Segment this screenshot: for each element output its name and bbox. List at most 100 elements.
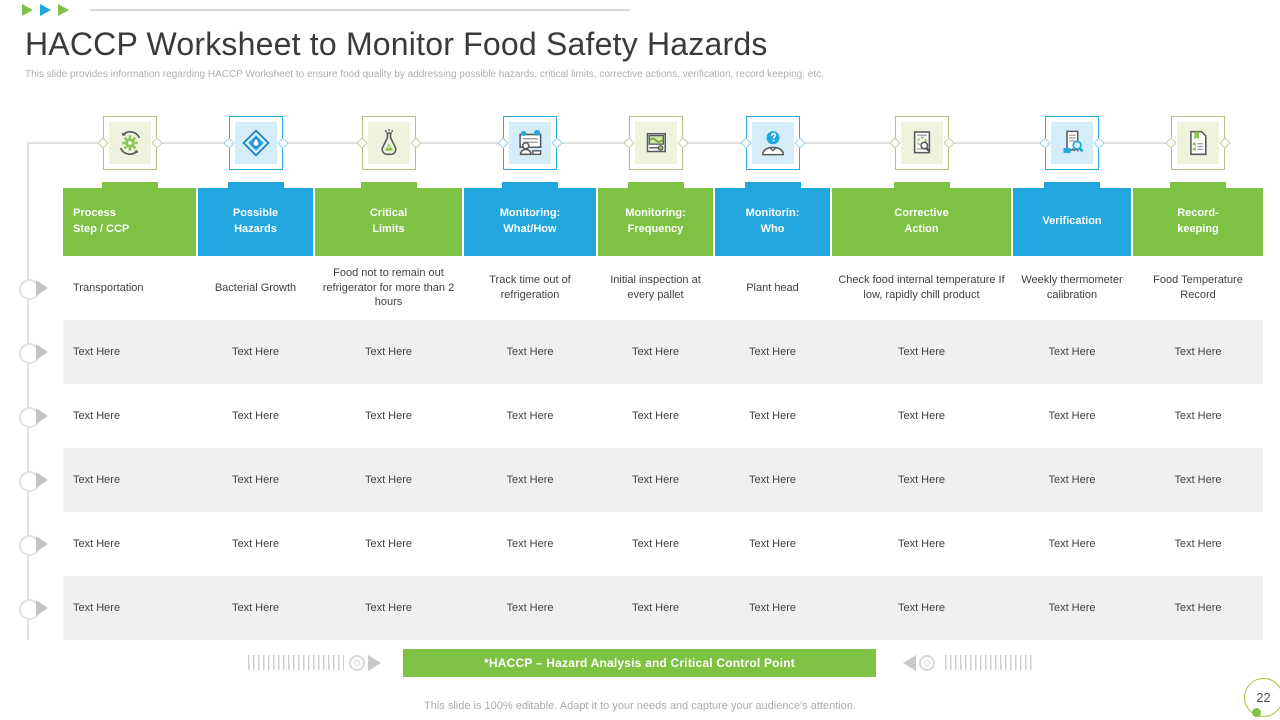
- table-cell: Text Here: [73, 409, 121, 422]
- table-cell: Text Here: [748, 601, 797, 614]
- page-subtitle: This slide provides information regardin…: [25, 69, 824, 80]
- tick-marks-left: [248, 655, 344, 670]
- diamond-node-icon: [676, 137, 689, 149]
- table-cell: Food Temperature Record: [1153, 274, 1243, 301]
- left-rail-line: [27, 143, 29, 640]
- diamond-node-icon: [409, 137, 422, 149]
- diamond-node-icon: [150, 137, 163, 149]
- table-cell: Initial inspection at every pallet: [610, 274, 701, 301]
- image-slider-icon: [639, 126, 673, 160]
- diamond-node-icon: [1093, 137, 1105, 149]
- diamond-node-icon: [355, 137, 368, 149]
- table-row: Text Here Text Here Text Here Text Here Text…: [63, 448, 1263, 512]
- column-header: Corrective Action: [832, 182, 1011, 256]
- table-row: Text Here Text Here Text Here Text Here Text…: [63, 512, 1263, 576]
- table-cell: Text Here: [231, 601, 280, 614]
- column-icon-slot: [1133, 116, 1263, 170]
- column-icon-slot: [832, 116, 1011, 170]
- column-icon-slot: [598, 116, 713, 170]
- diamond-node-icon: [1039, 137, 1051, 149]
- table-cell: Text Here: [631, 409, 680, 422]
- row-marker-triangle-icon: [36, 408, 48, 424]
- table-row: Text Here Text Here Text Here Text Here Text…: [63, 320, 1263, 384]
- table-cell: Text Here: [1048, 345, 1096, 358]
- column-header: Monitoring: What/How: [464, 182, 596, 256]
- table-cell: Text Here: [1174, 409, 1222, 422]
- bullet-triangle-icon: [22, 4, 33, 16]
- table-cell: Text Here: [364, 473, 413, 486]
- diamond-node-icon: [888, 137, 901, 149]
- haccp-banner: *HACCP – Hazard Analysis and Critical Co…: [403, 649, 876, 677]
- footer-note: This slide is 100% editable. Adapt it to…: [424, 700, 856, 712]
- diamond-node-icon: [96, 137, 109, 149]
- column-icon-box: [739, 116, 806, 170]
- table-cell: Text Here: [73, 345, 121, 358]
- header-row: Process Step / CCP Possible Hazards Critic…: [63, 182, 1263, 256]
- bullet-triangle-icon: [40, 4, 51, 16]
- monitor-person-icon: [513, 126, 547, 160]
- diamond-node-icon: [276, 137, 289, 149]
- column-header: Critical Limits: [315, 182, 462, 256]
- diamond-node-icon: [942, 137, 955, 149]
- table-cell: Text Here: [748, 409, 797, 422]
- table-cell: Text Here: [1174, 537, 1222, 550]
- table-cell: Text Here: [231, 409, 280, 422]
- table-cell: Text Here: [631, 537, 680, 550]
- table-cell: Text Here: [364, 409, 413, 422]
- table-cell: Text Here: [1048, 537, 1096, 550]
- table-cell: Text Here: [897, 473, 946, 486]
- row-marker-triangle-icon: [36, 280, 48, 296]
- table-cell: Text Here: [506, 473, 554, 486]
- table-cell: Transportation: [73, 281, 144, 294]
- column-icon-box: [622, 116, 689, 170]
- table-cell: Text Here: [506, 537, 554, 550]
- row-marker-triangle-icon: [36, 600, 48, 616]
- table-cell: Text Here: [748, 473, 797, 486]
- column-header: Verification: [1013, 182, 1131, 256]
- diamond-node-icon: [739, 137, 752, 149]
- table-cell: Text Here: [1048, 409, 1096, 422]
- document-magnifier-icon: [905, 126, 939, 160]
- column-icon-slot: [715, 116, 830, 170]
- table-cell: Text Here: [73, 601, 121, 614]
- table-cell: Text Here: [631, 473, 680, 486]
- table-cell: Text Here: [631, 345, 680, 358]
- page-number-badge: 22: [1244, 678, 1280, 717]
- table-row: Text Here Text Here Text Here Text Here Text…: [63, 384, 1263, 448]
- table-row: Text Here Text Here Text Here Text Here Text…: [63, 576, 1263, 640]
- row-marker-triangle-icon: [36, 344, 48, 360]
- table-cell: Text Here: [1174, 345, 1222, 358]
- table-cell: Text Here: [506, 601, 554, 614]
- back-triangle-icon: [903, 655, 916, 671]
- column-icon-box: [888, 116, 955, 170]
- bullet-triangle-icon: [58, 4, 69, 16]
- page-title: HACCP Worksheet to Monitor Food Safety H…: [25, 26, 768, 62]
- table-cell: Text Here: [897, 601, 946, 614]
- column-icon-box: [1165, 116, 1231, 170]
- table-cell: Plant head: [746, 281, 799, 294]
- table-cell: Text Here: [506, 345, 554, 358]
- column-header: Record- keeping: [1133, 182, 1263, 256]
- row-marker-triangle-icon: [36, 536, 48, 552]
- table-cell: Text Here: [364, 601, 413, 614]
- column-icon-slot: [464, 116, 596, 170]
- top-divider: [90, 9, 630, 11]
- table-cell: Bacterial Growth: [214, 281, 297, 294]
- forward-triangle-icon: [368, 655, 381, 671]
- tick-marks-right: [945, 655, 1035, 670]
- column-icon-box: [497, 116, 563, 170]
- column-icon-box: [355, 116, 422, 170]
- column-icon-slot: [1013, 116, 1131, 170]
- title-bullets: [22, 4, 69, 16]
- diamond-node-icon: [497, 137, 509, 149]
- table-cell: Text Here: [1174, 473, 1222, 486]
- column-icon-box: [96, 116, 163, 170]
- flask-warning-icon: [372, 126, 406, 160]
- table-cell: Text Here: [364, 537, 413, 550]
- table-cell: Text Here: [231, 473, 280, 486]
- table-cell: Text Here: [1048, 473, 1096, 486]
- process-cycle-icon: [113, 126, 147, 160]
- diamond-node-icon: [622, 137, 635, 149]
- table-cell: Text Here: [231, 537, 280, 550]
